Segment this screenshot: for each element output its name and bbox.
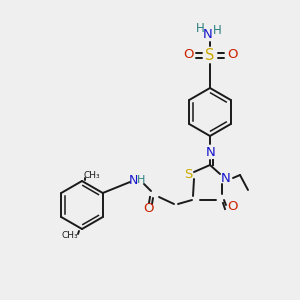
Text: N: N [221, 172, 231, 184]
Text: O: O [143, 202, 153, 214]
Text: H: H [196, 22, 204, 34]
Text: N: N [206, 146, 216, 158]
Text: N: N [128, 173, 138, 187]
Text: N: N [203, 28, 213, 41]
Text: H: H [213, 23, 221, 37]
Text: O: O [183, 49, 193, 62]
Text: CH₃: CH₃ [62, 230, 78, 239]
Text: H: H [137, 175, 145, 185]
Text: O: O [227, 49, 237, 62]
Text: O: O [227, 200, 237, 214]
Text: CH₃: CH₃ [84, 170, 100, 179]
Text: S: S [184, 169, 192, 182]
Text: S: S [205, 47, 215, 62]
